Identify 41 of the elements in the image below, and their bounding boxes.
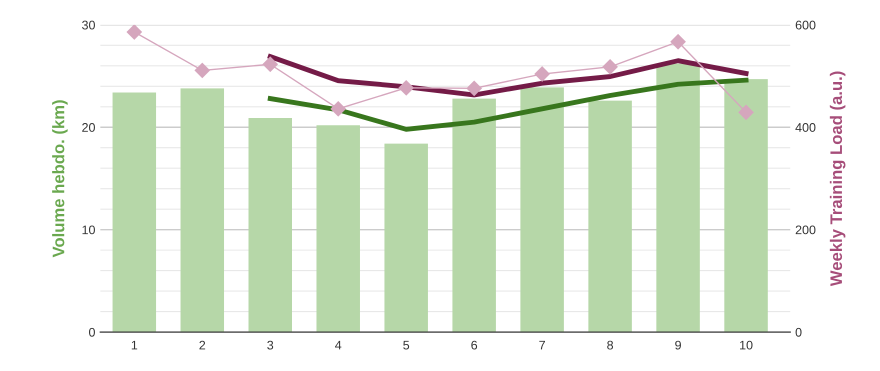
point xyxy=(670,34,686,50)
bar xyxy=(724,79,768,332)
point xyxy=(262,56,278,72)
bar xyxy=(248,118,292,332)
bar xyxy=(588,100,632,332)
point xyxy=(398,80,414,96)
point xyxy=(738,104,754,120)
x-tick-label: 5 xyxy=(403,340,410,350)
y-tick-label: 10 xyxy=(82,225,95,234)
y2-axis-title: Weekly Training Load (a.u.) xyxy=(830,72,846,286)
x-tick-label: 6 xyxy=(471,340,478,350)
point xyxy=(602,59,618,74)
x-tick-label: 9 xyxy=(675,340,681,350)
y2-tick-label: 0 xyxy=(796,328,802,337)
y-tick-label: 20 xyxy=(82,123,95,132)
y2-tick-label: 600 xyxy=(796,20,816,30)
y-axis-title: Volume hebdo. (km) xyxy=(52,100,68,258)
point xyxy=(126,24,142,40)
point xyxy=(194,62,210,78)
x-tick-label: 8 xyxy=(607,340,614,350)
y-tick-label: 0 xyxy=(88,328,95,337)
point xyxy=(534,66,550,82)
x-tick-label: 4 xyxy=(335,340,342,350)
point xyxy=(466,80,482,96)
y-tick-label: 30 xyxy=(82,20,95,30)
point xyxy=(330,101,346,116)
line-series xyxy=(268,78,748,132)
x-tick-label: 10 xyxy=(740,340,753,350)
bar xyxy=(656,64,700,332)
x-tick-label: 2 xyxy=(199,340,206,350)
bar xyxy=(520,87,564,332)
x-tick-label: 1 xyxy=(132,340,138,350)
y2-tick-label: 400 xyxy=(795,123,816,132)
x-tick-label: 7 xyxy=(539,340,545,350)
bar xyxy=(384,144,428,332)
bar xyxy=(316,125,360,332)
y2-tick-label: 200 xyxy=(796,225,816,234)
bar xyxy=(112,92,156,332)
x-tick-label: 3 xyxy=(267,340,274,350)
bar xyxy=(452,98,496,332)
bar xyxy=(180,88,224,332)
